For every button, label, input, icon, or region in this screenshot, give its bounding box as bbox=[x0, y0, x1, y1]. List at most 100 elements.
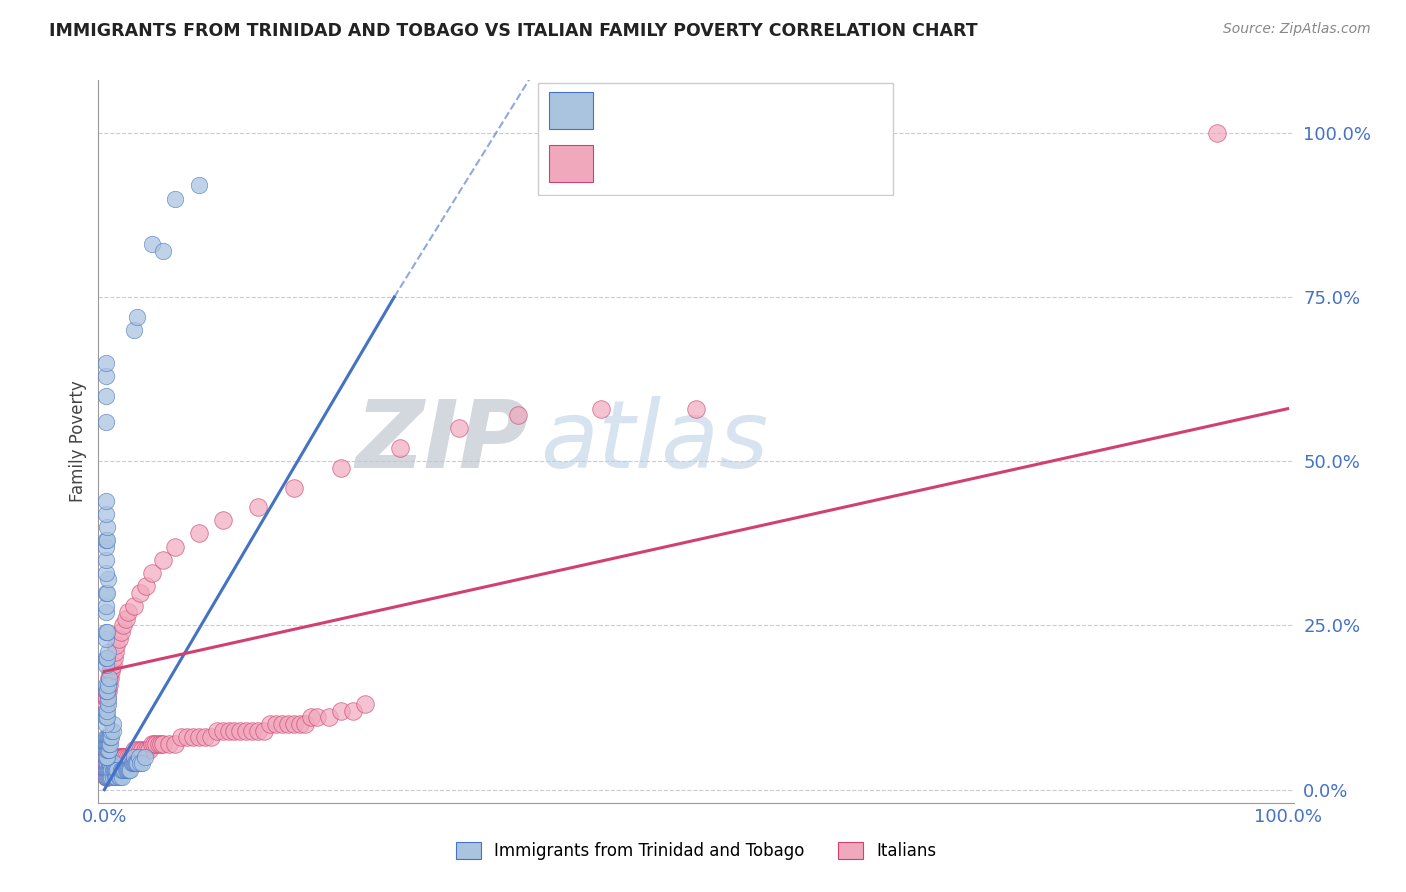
Point bbox=[127, 743, 149, 757]
Point bbox=[188, 526, 211, 541]
Point bbox=[96, 690, 118, 705]
Point bbox=[591, 401, 613, 416]
Point bbox=[98, 763, 121, 777]
Point bbox=[205, 723, 228, 738]
Point bbox=[389, 441, 412, 455]
Point bbox=[94, 684, 117, 698]
Point bbox=[342, 704, 364, 718]
Point bbox=[101, 657, 124, 672]
Point bbox=[94, 756, 117, 771]
Point bbox=[253, 723, 276, 738]
Point bbox=[94, 651, 117, 665]
Point bbox=[112, 618, 135, 632]
Point bbox=[114, 612, 136, 626]
Point bbox=[104, 756, 127, 771]
Point bbox=[114, 749, 136, 764]
Point bbox=[165, 540, 187, 554]
Point bbox=[98, 671, 121, 685]
Point bbox=[150, 737, 173, 751]
Point bbox=[107, 770, 129, 784]
Point bbox=[98, 756, 121, 771]
Point bbox=[100, 723, 122, 738]
Point bbox=[114, 763, 136, 777]
Point bbox=[97, 690, 120, 705]
Point bbox=[330, 704, 353, 718]
Point bbox=[135, 579, 157, 593]
FancyBboxPatch shape bbox=[538, 83, 893, 195]
Point bbox=[94, 749, 117, 764]
Point bbox=[94, 415, 117, 429]
Point bbox=[120, 749, 142, 764]
Text: Source: ZipAtlas.com: Source: ZipAtlas.com bbox=[1223, 22, 1371, 37]
Point bbox=[97, 677, 120, 691]
Point bbox=[235, 723, 257, 738]
Point bbox=[224, 723, 246, 738]
Point bbox=[105, 638, 128, 652]
Text: ZIP: ZIP bbox=[356, 395, 529, 488]
Point bbox=[318, 710, 340, 724]
Point bbox=[288, 717, 311, 731]
Point bbox=[96, 770, 118, 784]
Point bbox=[122, 749, 145, 764]
Point bbox=[103, 763, 125, 777]
FancyBboxPatch shape bbox=[548, 145, 593, 182]
Point bbox=[97, 770, 120, 784]
Point bbox=[131, 756, 153, 771]
Point bbox=[94, 540, 117, 554]
Point bbox=[131, 743, 153, 757]
Point bbox=[96, 533, 118, 547]
Point bbox=[127, 756, 149, 771]
Point bbox=[111, 763, 134, 777]
Point bbox=[121, 756, 143, 771]
Point bbox=[218, 723, 240, 738]
Point bbox=[94, 632, 117, 646]
Point bbox=[94, 756, 117, 771]
Point bbox=[96, 763, 118, 777]
Point bbox=[98, 756, 121, 771]
Point bbox=[122, 323, 145, 337]
Point bbox=[98, 737, 121, 751]
Point bbox=[98, 730, 121, 744]
Point bbox=[105, 756, 128, 771]
Point bbox=[299, 710, 322, 724]
Point bbox=[96, 684, 118, 698]
Point bbox=[449, 421, 471, 435]
Point bbox=[128, 749, 150, 764]
Point bbox=[141, 566, 163, 580]
Point bbox=[100, 763, 122, 777]
Point bbox=[112, 763, 135, 777]
Point bbox=[98, 763, 121, 777]
Point bbox=[105, 756, 128, 771]
Point bbox=[103, 651, 125, 665]
Point bbox=[96, 763, 118, 777]
Point bbox=[97, 573, 120, 587]
Point bbox=[104, 763, 127, 777]
Point bbox=[111, 770, 134, 784]
Point bbox=[105, 763, 128, 777]
Point bbox=[152, 244, 174, 258]
Point bbox=[101, 763, 124, 777]
Point bbox=[148, 737, 170, 751]
Point bbox=[97, 677, 120, 691]
Point bbox=[104, 770, 127, 784]
Point bbox=[170, 730, 193, 744]
Text: R = 0.628   N = 107: R = 0.628 N = 107 bbox=[607, 154, 821, 173]
Point bbox=[94, 730, 117, 744]
Point bbox=[98, 770, 121, 784]
Point bbox=[128, 585, 150, 599]
Point bbox=[94, 368, 117, 383]
Point bbox=[97, 756, 120, 771]
Point bbox=[103, 756, 125, 771]
Point bbox=[94, 493, 117, 508]
Point bbox=[94, 507, 117, 521]
Point bbox=[96, 625, 118, 640]
Point bbox=[270, 717, 292, 731]
Point bbox=[104, 645, 127, 659]
Point bbox=[98, 756, 121, 771]
Point bbox=[114, 749, 136, 764]
Point bbox=[122, 756, 145, 771]
Point bbox=[94, 599, 117, 613]
Point bbox=[96, 704, 118, 718]
Point bbox=[152, 553, 174, 567]
Point bbox=[97, 737, 120, 751]
